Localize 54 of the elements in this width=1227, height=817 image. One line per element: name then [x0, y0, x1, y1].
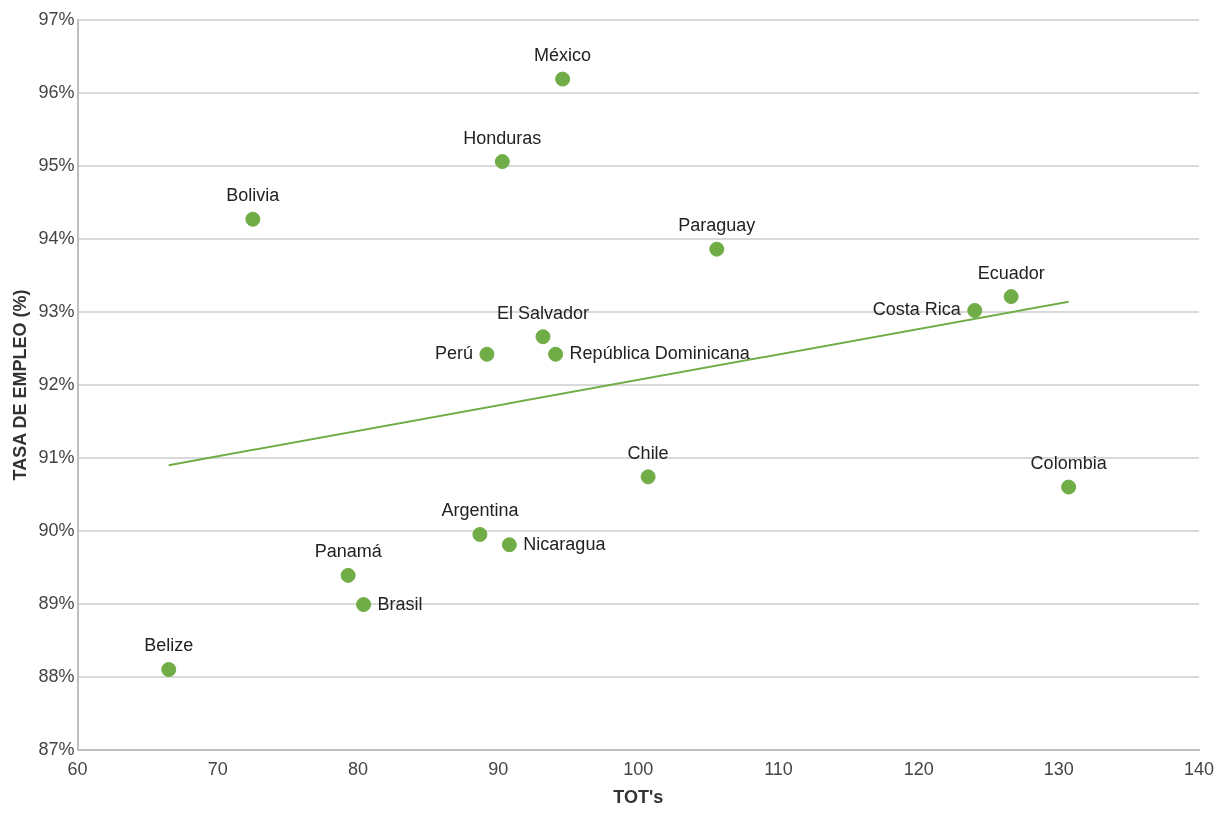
x-tick-label: 100 [623, 758, 654, 779]
x-tick-label: 80 [347, 758, 368, 779]
x-tick-label: 110 [764, 758, 793, 779]
point [967, 302, 983, 318]
y-tick-label: 92% [38, 373, 75, 394]
point [494, 154, 510, 170]
y-tick-label: 97% [38, 8, 75, 29]
y-tick-label: 90% [38, 519, 75, 540]
annotation: Chile [627, 442, 669, 463]
x-tick-label: 70 [207, 758, 228, 779]
x-tick-label: 90 [488, 758, 509, 779]
point [1061, 479, 1077, 495]
annotation: Costa Rica [872, 299, 962, 320]
annotation: Paraguay [678, 215, 756, 236]
x-tick-label: 140 [1183, 758, 1215, 779]
annotation: Belize [144, 635, 194, 656]
point [535, 329, 551, 345]
point [472, 527, 488, 543]
annotation: Bolivia [226, 185, 281, 206]
point [245, 211, 261, 227]
annotation: República Dominicana [569, 343, 751, 364]
point [640, 469, 656, 485]
point [1003, 289, 1019, 305]
point [548, 346, 564, 362]
x-tick-label: 130 [1043, 758, 1074, 779]
y-axis-title: TASA DE EMPLEO (%) [9, 289, 30, 481]
x-axis-title: TOT's [613, 787, 664, 808]
annotation: Perú [434, 343, 473, 364]
point [340, 567, 356, 583]
y-tick-label: 93% [38, 300, 75, 321]
annotation: Panamá [314, 541, 383, 562]
y-tick-label: 91% [38, 446, 75, 467]
point [709, 241, 725, 257]
point [479, 346, 495, 362]
annotation: El Salvador [496, 302, 590, 323]
y-tick-label: 88% [38, 665, 75, 686]
annotation: México [534, 45, 592, 66]
point [501, 537, 517, 553]
y-tick-label: 87% [38, 738, 75, 759]
point [555, 71, 571, 87]
y-tick-label: 96% [38, 81, 75, 102]
annotation: Honduras [463, 127, 542, 148]
annotation: Brasil [377, 593, 423, 614]
y-tick-label: 95% [38, 154, 75, 175]
x-tick-label: 120 [903, 758, 934, 779]
point [161, 662, 177, 678]
annotation: Ecuador [977, 262, 1045, 283]
y-tick-label: 94% [38, 227, 75, 248]
point [356, 597, 372, 613]
x-tick-label: 60 [67, 758, 88, 779]
annotation: Nicaragua [523, 533, 607, 554]
annotation: Colombia [1030, 453, 1108, 474]
y-tick-label: 89% [38, 592, 75, 613]
annotation: Argentina [441, 500, 520, 521]
